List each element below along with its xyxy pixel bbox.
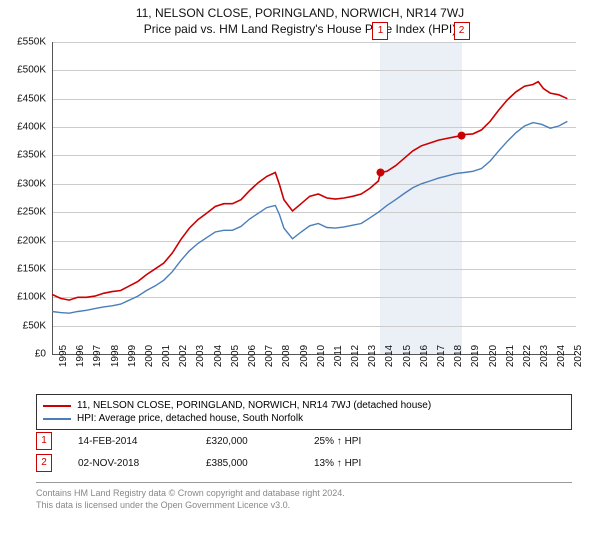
flag-1: 1 bbox=[372, 22, 388, 40]
x-tick-label: 2011 bbox=[327, 345, 344, 367]
legend-label: 11, NELSON CLOSE, PORINGLAND, NORWICH, N… bbox=[77, 400, 431, 411]
x-tick-label: 2015 bbox=[396, 345, 413, 367]
x-tick-label: 2018 bbox=[447, 345, 464, 367]
series-hpi bbox=[52, 121, 567, 313]
title-line-1: 11, NELSON CLOSE, PORINGLAND, NORWICH, N… bbox=[0, 0, 600, 20]
sale-price: £320,000 bbox=[206, 436, 306, 447]
y-tick-label: £50K bbox=[0, 320, 46, 331]
sale-flag: 2 bbox=[36, 454, 52, 472]
sale-flag: 1 bbox=[36, 432, 52, 450]
x-tick-label: 2013 bbox=[361, 345, 378, 367]
x-tick-label: 2024 bbox=[550, 345, 567, 367]
footer-line-2: This data is licensed under the Open Gov… bbox=[36, 500, 572, 512]
x-tick-label: 2008 bbox=[275, 345, 292, 367]
x-tick-label: 2007 bbox=[258, 345, 275, 367]
legend-swatch bbox=[43, 405, 71, 407]
y-tick-label: £300K bbox=[0, 178, 46, 189]
series-price_paid bbox=[52, 82, 567, 300]
x-tick-label: 2021 bbox=[499, 345, 516, 367]
x-tick-label: 2002 bbox=[172, 345, 189, 367]
sale-marker-2 bbox=[458, 132, 466, 140]
y-tick-label: £150K bbox=[0, 263, 46, 274]
sale-date: 14-FEB-2014 bbox=[78, 436, 198, 447]
x-tick-label: 2016 bbox=[413, 345, 430, 367]
flag-2: 2 bbox=[454, 22, 470, 40]
x-tick-label: 2010 bbox=[310, 345, 327, 367]
sale-row: 2 02-NOV-2018 £385,000 13% ↑ HPI bbox=[36, 454, 572, 472]
x-tick-label: 2003 bbox=[189, 345, 206, 367]
x-tick-label: 2020 bbox=[482, 345, 499, 367]
footer-line-1: Contains HM Land Registry data © Crown c… bbox=[36, 488, 572, 500]
x-tick-label: 1999 bbox=[121, 345, 138, 367]
y-tick-label: £100K bbox=[0, 292, 46, 303]
plot-area bbox=[52, 42, 576, 354]
x-tick-label: 2004 bbox=[207, 345, 224, 367]
y-tick-label: £500K bbox=[0, 65, 46, 76]
x-tick-label: 1996 bbox=[69, 345, 86, 367]
x-tick-label: 2012 bbox=[344, 345, 361, 367]
x-tick-label: 2006 bbox=[241, 345, 258, 367]
footer-text: Contains HM Land Registry data © Crown c… bbox=[36, 488, 572, 511]
footer-divider bbox=[36, 482, 572, 483]
title-line-2: Price paid vs. HM Land Registry's House … bbox=[0, 20, 600, 36]
x-tick-label: 2022 bbox=[516, 345, 533, 367]
x-tick-label: 2023 bbox=[533, 345, 550, 367]
y-tick-label: £0 bbox=[0, 349, 46, 360]
chart-container: 11, NELSON CLOSE, PORINGLAND, NORWICH, N… bbox=[0, 0, 600, 560]
sale-date: 02-NOV-2018 bbox=[78, 458, 198, 469]
y-tick-label: £550K bbox=[0, 37, 46, 48]
sale-delta: 13% ↑ HPI bbox=[314, 458, 414, 469]
legend-box: 11, NELSON CLOSE, PORINGLAND, NORWICH, N… bbox=[36, 394, 572, 430]
y-tick-label: £350K bbox=[0, 150, 46, 161]
legend-item: HPI: Average price, detached house, Sout… bbox=[43, 412, 565, 425]
x-tick-label: 2019 bbox=[464, 345, 481, 367]
x-tick-label: 2000 bbox=[138, 345, 155, 367]
x-tick-label: 2005 bbox=[224, 345, 241, 367]
legend-item: 11, NELSON CLOSE, PORINGLAND, NORWICH, N… bbox=[43, 399, 565, 412]
sale-price: £385,000 bbox=[206, 458, 306, 469]
x-tick-label: 1998 bbox=[104, 345, 121, 367]
sale-delta: 25% ↑ HPI bbox=[314, 436, 414, 447]
series-svg bbox=[52, 42, 576, 354]
y-tick-label: £450K bbox=[0, 93, 46, 104]
sale-marker-1 bbox=[376, 168, 384, 176]
y-tick-label: £250K bbox=[0, 207, 46, 218]
x-tick-label: 2009 bbox=[293, 345, 310, 367]
x-tick-label: 1997 bbox=[86, 345, 103, 367]
x-tick-label: 2017 bbox=[430, 345, 447, 367]
sale-row: 1 14-FEB-2014 £320,000 25% ↑ HPI bbox=[36, 432, 572, 450]
x-tick-label: 1995 bbox=[52, 345, 69, 367]
x-tick-label: 2025 bbox=[567, 345, 584, 367]
legend-label: HPI: Average price, detached house, Sout… bbox=[77, 413, 303, 424]
y-tick-label: £400K bbox=[0, 122, 46, 133]
x-tick-label: 2001 bbox=[155, 345, 172, 367]
x-tick-label: 2014 bbox=[378, 345, 395, 367]
legend-swatch bbox=[43, 418, 71, 420]
y-tick-label: £200K bbox=[0, 235, 46, 246]
